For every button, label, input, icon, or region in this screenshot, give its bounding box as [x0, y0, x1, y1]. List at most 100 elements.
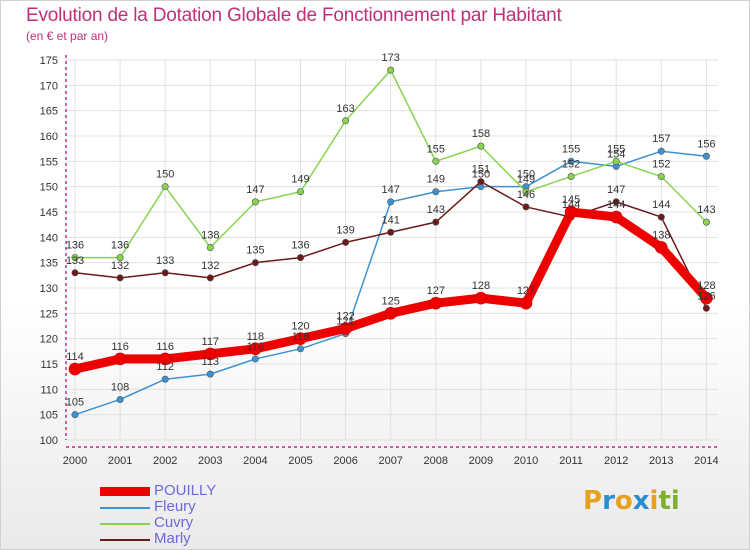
data-label-fleury: 157: [652, 133, 670, 145]
logo-letter: r: [602, 486, 615, 516]
data-point-pouilly: [519, 296, 533, 310]
logo-letter: P: [583, 486, 603, 516]
data-point-fleury: [567, 157, 575, 165]
data-label-marly: 136: [291, 240, 309, 252]
data-point-cuvry: [567, 173, 575, 181]
chart-subtitle: (en € et par an): [26, 29, 109, 43]
data-label-fleury: 105: [66, 397, 84, 409]
data-label-marly: 133: [66, 255, 84, 267]
data-point-pouilly: [158, 352, 172, 366]
y-tick-label: 110: [40, 384, 58, 396]
legend-label: Cuvry: [154, 514, 194, 531]
data-label-cuvry: 173: [382, 52, 400, 64]
data-label-cuvry: 136: [66, 240, 84, 252]
data-point-marly: [206, 274, 214, 282]
data-label-marly: 132: [201, 260, 219, 272]
data-point-marly: [161, 269, 169, 277]
data-label-pouilly: 116: [156, 341, 174, 353]
data-label-pouilly: 144: [607, 199, 625, 211]
data-point-pouilly: [249, 342, 262, 356]
x-tick-label: 2008: [424, 455, 448, 467]
data-point-marly: [251, 259, 259, 267]
y-tick-label: 175: [40, 55, 58, 67]
data-point-marly: [477, 178, 485, 186]
data-point-cuvry: [612, 157, 620, 165]
legend-label: Fleury: [154, 498, 196, 515]
x-tick-label: 2012: [604, 455, 628, 467]
data-label-marly: 139: [336, 224, 354, 236]
data-point-cuvry: [522, 188, 530, 196]
data-point-pouilly: [68, 362, 82, 376]
data-label-pouilly: 127: [427, 285, 445, 297]
y-tick-label: 105: [40, 410, 58, 422]
data-label-marly: 126: [697, 290, 715, 302]
legend-label: Marly: [154, 530, 191, 547]
data-label-cuvry: 143: [697, 204, 715, 216]
logo-letter: i: [670, 486, 680, 516]
x-tick-label: 2001: [108, 455, 132, 467]
data-point-marly: [116, 274, 124, 282]
legend-label: POUILLY: [154, 482, 217, 499]
data-label-fleury: 150: [472, 169, 490, 181]
data-label-pouilly: 122: [336, 311, 354, 323]
x-tick-label: 2011: [559, 455, 583, 467]
y-tick-label: 160: [40, 131, 58, 143]
y-tick-label: 100: [40, 435, 58, 447]
legend-swatch: [100, 507, 150, 509]
y-tick-label: 135: [40, 258, 58, 270]
data-point-pouilly: [654, 241, 668, 254]
x-tick-label: 2013: [649, 455, 673, 467]
data-label-marly: 144: [652, 199, 670, 211]
x-tick-label: 2005: [288, 455, 312, 467]
y-tick-label: 145: [40, 207, 58, 219]
data-label-fleury: 155: [562, 143, 580, 155]
data-point-cuvry: [387, 66, 395, 74]
x-tick-label: 2006: [333, 455, 357, 467]
data-point-cuvry: [251, 198, 259, 206]
data-label-cuvry: 147: [246, 184, 264, 196]
data-label-fleury: 121: [336, 316, 354, 328]
data-point-pouilly: [474, 291, 488, 305]
data-point-cuvry: [342, 117, 350, 125]
data-label-marly: 144: [562, 199, 580, 211]
data-label-cuvry: 149: [517, 174, 535, 186]
data-point-cuvry: [161, 183, 169, 191]
data-point-cuvry: [477, 142, 485, 150]
data-label-cuvry: 163: [336, 103, 354, 115]
data-label-fleury: 108: [111, 381, 129, 393]
data-point-fleury: [116, 395, 124, 403]
logo-letter: x: [632, 486, 650, 516]
data-label-fleury: 116: [247, 341, 265, 353]
data-label-pouilly: 127: [517, 285, 535, 297]
data-point-cuvry: [296, 188, 304, 196]
data-point-fleury: [702, 152, 710, 160]
data-label-fleury: 150: [517, 169, 535, 181]
data-point-fleury: [161, 375, 169, 383]
data-label-marly: 146: [517, 189, 535, 201]
y-tick-label: 155: [40, 156, 58, 168]
x-tick-label: 2010: [514, 455, 538, 467]
data-label-pouilly: 120: [291, 321, 309, 333]
data-point-fleury: [657, 147, 665, 155]
data-label-cuvry: 150: [156, 169, 174, 181]
data-label-fleury: 156: [697, 138, 715, 150]
chart-title: Evolution de la Dotation Globale de Fonc…: [26, 5, 562, 26]
data-point-cuvry: [702, 218, 710, 226]
data-point-fleury: [206, 370, 214, 378]
y-tick-label: 165: [40, 106, 58, 118]
data-point-cuvry: [206, 243, 214, 251]
data-label-fleury: 118: [292, 331, 310, 343]
data-point-fleury: [71, 411, 79, 419]
data-point-pouilly: [339, 322, 352, 335]
data-point-marly: [387, 228, 395, 236]
data-label-fleury: 147: [382, 184, 400, 196]
data-point-marly: [657, 213, 665, 221]
data-point-pouilly: [700, 291, 713, 305]
proxiti-logo: Proxiti: [583, 486, 680, 516]
logo-letter: t: [658, 486, 671, 516]
data-label-fleury: 113: [202, 356, 220, 368]
data-point-cuvry: [432, 157, 440, 165]
y-tick-label: 170: [40, 80, 58, 92]
data-label-cuvry: 136: [111, 240, 129, 252]
